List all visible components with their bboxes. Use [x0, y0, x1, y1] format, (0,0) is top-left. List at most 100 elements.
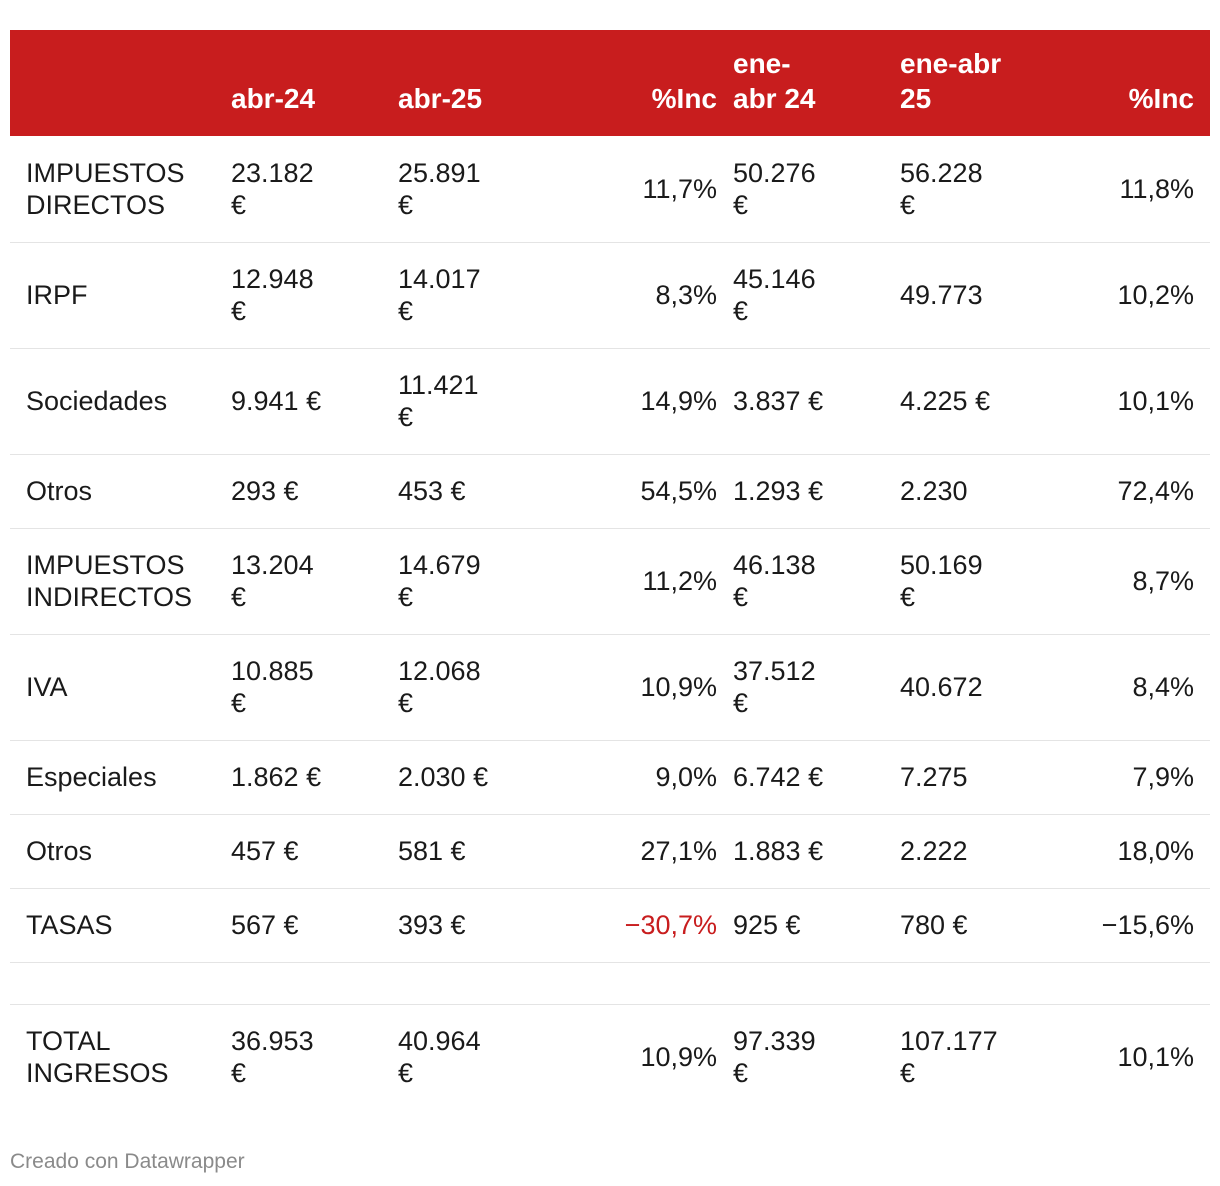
header-abr-24[interactable]: abr-24	[231, 83, 316, 114]
cell-inc-1: 11,2%	[565, 528, 733, 635]
cell-ene-abr-24: 97.339 €	[733, 1004, 900, 1110]
cell-unit: €	[900, 1058, 916, 1089]
cell-value: 23.182	[231, 157, 314, 188]
spacer-row	[10, 962, 1210, 1005]
cell-value: 14.017	[398, 264, 481, 294]
datawrapper-credit[interactable]: Creado con Datawrapper	[10, 1150, 245, 1173]
table-row: IVA 10.885 € 12.068 € 10,9% 37.512 € 40.672…	[10, 634, 1210, 741]
cell-ene-abr-25: 780 €	[900, 888, 1067, 963]
row-label: IMPUESTOS DIRECTOS	[10, 136, 231, 243]
header-ene-abr-24-line1: ene-	[733, 48, 791, 79]
cell-value: 40.964	[398, 1026, 481, 1057]
cell-ene-abr-24: 1.883 €	[733, 814, 900, 889]
cell-abr-24: 12.948 €	[231, 242, 398, 349]
cell-unit: €	[231, 189, 247, 220]
cell-unit: €	[733, 296, 749, 326]
header-inc-1[interactable]: %Inc	[651, 83, 717, 114]
cell-ene-abr-25: 2.230	[900, 454, 1067, 529]
cell-inc-2: 8,4%	[1067, 634, 1210, 741]
table-body: IMPUESTOS DIRECTOS 23.182 € 25.891 € 11,7% …	[10, 136, 1210, 1110]
cell-abr-25: 14.679 €	[398, 528, 565, 635]
cell-abr-25: 11.421 €	[398, 348, 565, 455]
cell-ene-abr-24: 1.293 €	[733, 454, 900, 529]
table-row: TASAS 567 € 393 € −30,7% 925 € 780 € −15…	[10, 888, 1210, 963]
cell-inc-1: 27,1%	[565, 814, 733, 889]
cell-unit: €	[900, 582, 916, 612]
cell-unit: €	[733, 189, 749, 220]
cell-unit: €	[398, 296, 414, 326]
cell-abr-25: 393 €	[398, 888, 565, 963]
cell-ene-abr-24: 45.146 €	[733, 242, 900, 349]
cell-inc-2: 18,0%	[1067, 814, 1210, 889]
cell-ene-abr-24: 925 €	[733, 888, 900, 963]
cell-unit: €	[900, 189, 916, 220]
row-label-line2: DIRECTOS	[26, 189, 166, 220]
cell-value: 50.276	[733, 157, 816, 188]
cell-abr-25: 14.017 €	[398, 242, 565, 349]
table-row: Otros 457 € 581 € 27,1% 1.883 € 2.222 18…	[10, 814, 1210, 889]
cell-abr-24: 23.182 €	[231, 136, 398, 243]
header-row: abr-24 abr-25 %Inc ene-abr 24 ene-abr 25 …	[10, 30, 1210, 136]
cell-inc-1: 8,3%	[565, 242, 733, 349]
cell-inc-1: 14,9%	[565, 348, 733, 455]
spacer-cell	[10, 962, 1210, 1005]
cell-inc-2: 10,2%	[1067, 242, 1210, 349]
table-row: IMPUESTOS INDIRECTOS 13.204 € 14.679 € 11,2…	[10, 528, 1210, 635]
cell-abr-24: 1.862 €	[231, 740, 398, 815]
row-label: Sociedades	[10, 348, 231, 455]
cell-inc-1: 54,5%	[565, 454, 733, 529]
header-ene-abr-25[interactable]: ene-abr 25	[900, 30, 1067, 136]
cell-value: 37.512	[733, 656, 816, 686]
header-ene-abr-24[interactable]: ene-abr 24	[733, 30, 900, 136]
row-label: Especiales	[10, 740, 231, 815]
header-ene-abr-25-line2: 25	[900, 83, 932, 114]
cell-inc-1-negative: −30,7%	[565, 888, 733, 963]
row-label-line1: IMPUESTOS	[26, 550, 185, 580]
cell-unit: €	[398, 688, 414, 718]
cell-ene-abr-25: 56.228 €	[900, 136, 1067, 243]
cell-abr-24: 9.941 €	[231, 348, 398, 455]
cell-ene-abr-25: 2.222	[900, 814, 1067, 889]
row-label: IRPF	[10, 242, 231, 349]
cell-unit: €	[733, 688, 749, 718]
cell-ene-abr-25: 49.773	[900, 242, 1067, 349]
cell-inc-1: 10,9%	[565, 634, 733, 741]
cell-abr-25: 581 €	[398, 814, 565, 889]
cell-abr-24: 10.885 €	[231, 634, 398, 741]
row-label: TASAS	[10, 888, 231, 963]
cell-ene-abr-24: 37.512 €	[733, 634, 900, 741]
cell-inc-1: 11,7%	[565, 136, 733, 243]
cell-unit: €	[231, 1058, 247, 1089]
row-label-line2: INGRESOS	[26, 1058, 169, 1089]
row-label-line1: IMPUESTOS	[26, 157, 185, 188]
cell-inc-1: 9,0%	[565, 740, 733, 815]
cell-unit: €	[398, 582, 414, 612]
table-row: Especiales 1.862 € 2.030 € 9,0% 6.742 € …	[10, 740, 1210, 815]
cell-ene-abr-25: 50.169 €	[900, 528, 1067, 635]
cell-inc-2: 7,9%	[1067, 740, 1210, 815]
cell-abr-24: 293 €	[231, 454, 398, 529]
header-label-column[interactable]	[10, 30, 231, 136]
cell-inc-2: 8,7%	[1067, 528, 1210, 635]
cell-inc-2: 11,8%	[1067, 136, 1210, 243]
cell-value: 14.679	[398, 550, 481, 580]
cell-ene-abr-24: 3.837 €	[733, 348, 900, 455]
cell-value: 11.421	[398, 370, 479, 400]
cell-ene-abr-24: 6.742 €	[733, 740, 900, 815]
cell-inc-2: −15,6%	[1067, 888, 1210, 963]
header-inc-2[interactable]: %Inc	[1128, 83, 1194, 114]
table-header: abr-24 abr-25 %Inc ene-abr 24 ene-abr 25 …	[10, 30, 1210, 136]
header-abr-25[interactable]: abr-25	[398, 83, 483, 114]
table-row: IRPF 12.948 € 14.017 € 8,3% 45.146 € 49.773…	[10, 242, 1210, 349]
cell-value: 107.177	[900, 1026, 998, 1057]
cell-ene-abr-25: 4.225 €	[900, 348, 1067, 455]
cell-abr-24: 457 €	[231, 814, 398, 889]
row-label: IMPUESTOS INDIRECTOS	[10, 528, 231, 635]
row-label-line1: TOTAL	[26, 1026, 111, 1057]
data-table: abr-24 abr-25 %Inc ene-abr 24 ene-abr 25 …	[10, 30, 1210, 1110]
cell-value: 46.138	[733, 550, 816, 580]
cell-value: 50.169	[900, 550, 983, 580]
row-label: IVA	[10, 634, 231, 741]
cell-value: 97.339	[733, 1026, 816, 1057]
cell-ene-abr-24: 50.276 €	[733, 136, 900, 243]
